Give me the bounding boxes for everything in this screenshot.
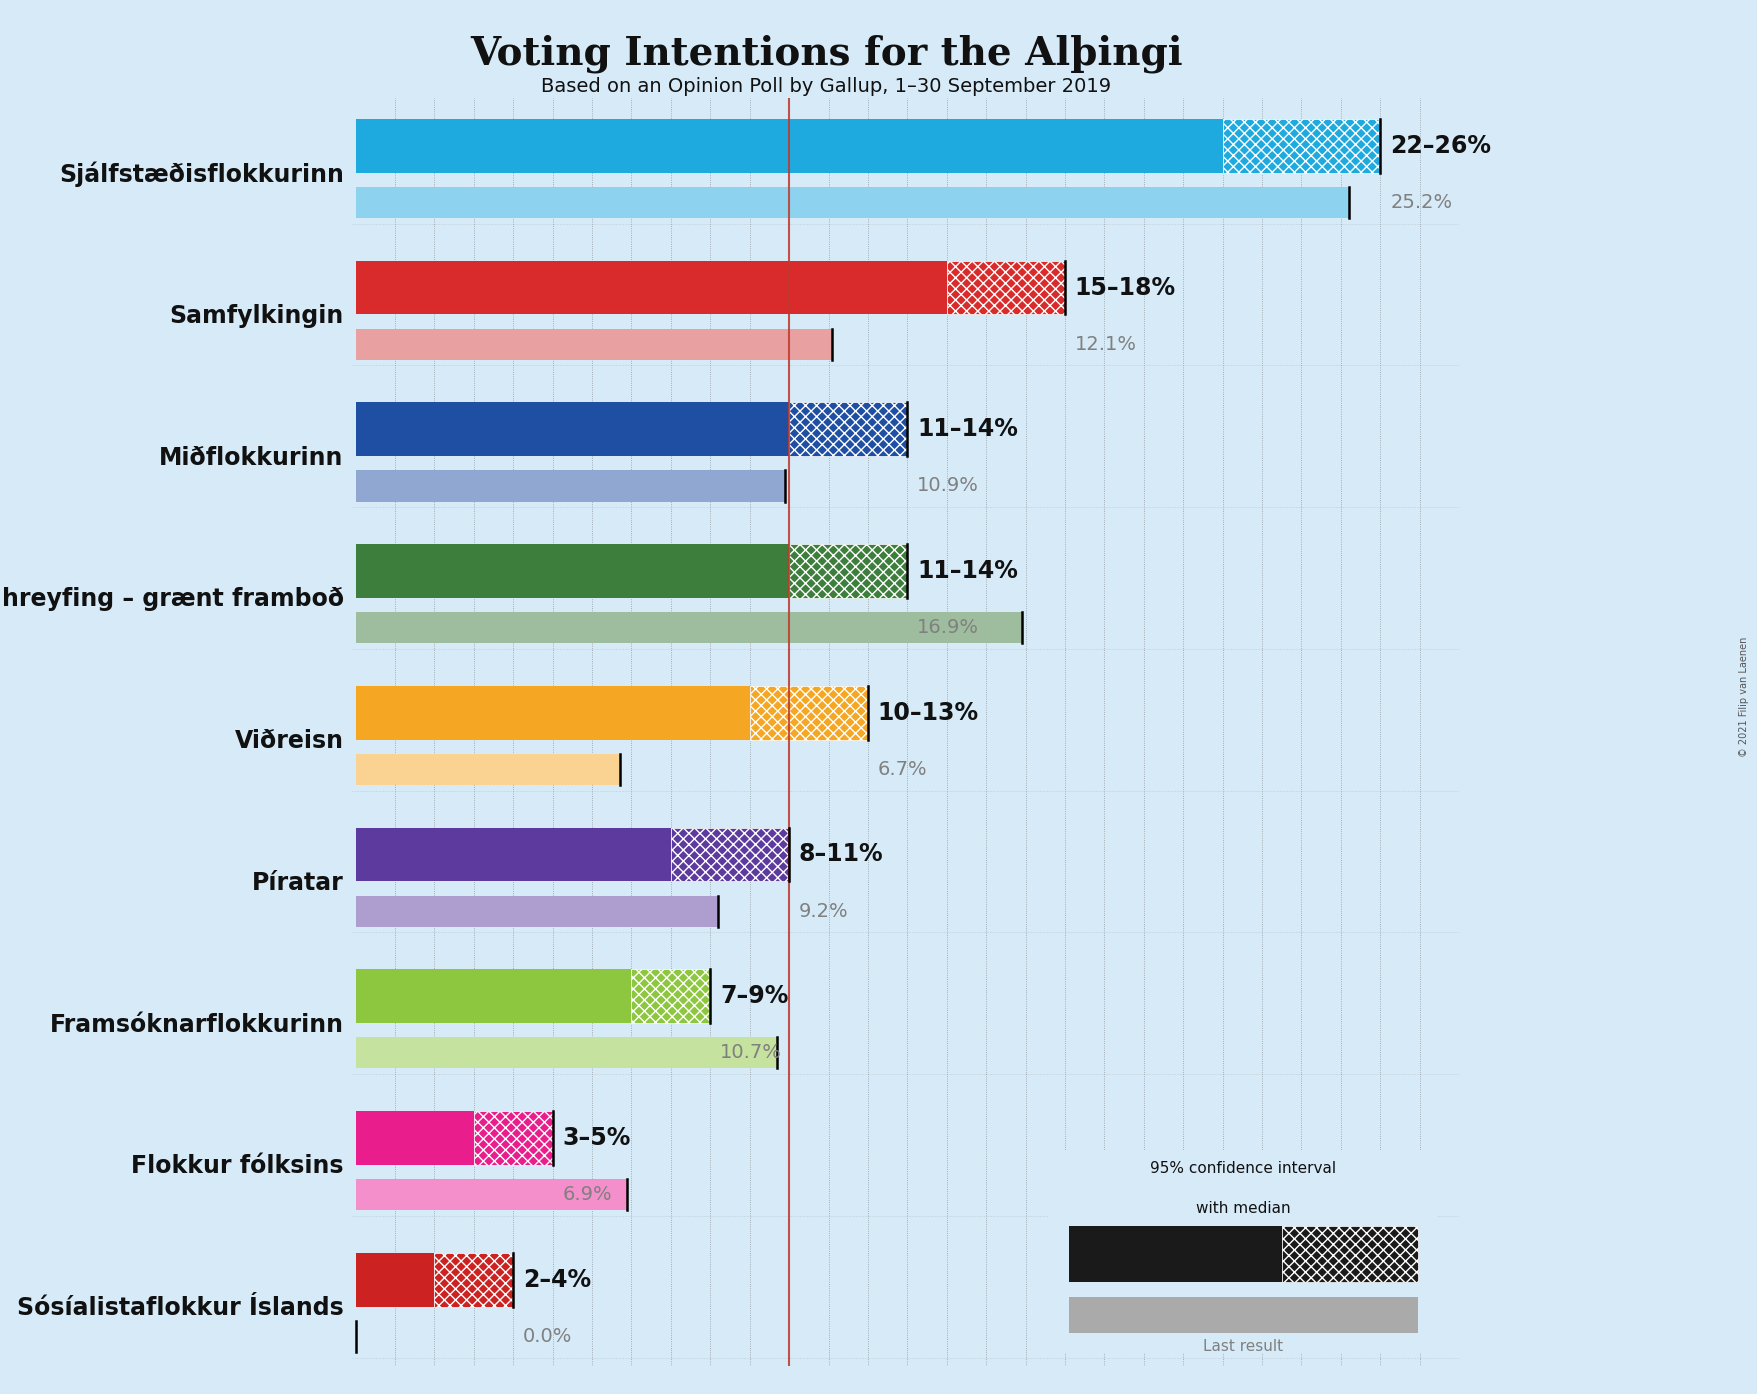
Bar [355, 1179, 627, 1210]
Text: 25.2%: 25.2% [1390, 192, 1451, 212]
Bar [1221, 118, 1379, 173]
Text: 11–14%: 11–14% [917, 559, 1017, 583]
Bar [355, 969, 631, 1023]
Text: 2–4%: 2–4% [524, 1267, 590, 1292]
Bar [355, 1111, 474, 1165]
Text: 6.7%: 6.7% [877, 760, 928, 779]
Text: 11–14%: 11–14% [917, 417, 1017, 442]
Text: 15–18%: 15–18% [1074, 276, 1175, 300]
Bar [355, 470, 785, 502]
Text: Based on an Opinion Poll by Gallup, 1–30 September 2019: Based on an Opinion Poll by Gallup, 1–30… [541, 77, 1110, 96]
Bar [355, 895, 719, 927]
Text: 9.2%: 9.2% [798, 902, 849, 920]
Text: Miðflokkurinn: Miðflokkurinn [160, 446, 344, 470]
Text: 12.1%: 12.1% [1074, 335, 1137, 354]
Bar [355, 329, 833, 360]
Bar [748, 686, 868, 740]
Bar [355, 754, 618, 785]
Bar [355, 118, 1221, 173]
Text: 7–9%: 7–9% [720, 984, 789, 1008]
Bar [355, 187, 1348, 217]
Text: 16.9%: 16.9% [917, 618, 979, 637]
Bar [355, 1253, 434, 1306]
Text: Viðreisn: Viðreisn [235, 729, 344, 753]
Text: Flokkur fólksins: Flokkur fólksins [132, 1154, 344, 1178]
Bar [789, 544, 907, 598]
Bar [355, 612, 1021, 643]
Text: © 2021 Filip van Laenen: © 2021 Filip van Laenen [1738, 637, 1748, 757]
Text: Píratar: Píratar [251, 871, 344, 895]
Bar [474, 1111, 552, 1165]
Text: 8–11%: 8–11% [798, 842, 884, 867]
Text: 22–26%: 22–26% [1390, 134, 1490, 158]
Text: Framsóknarflokkurinn: Framsóknarflokkurinn [49, 1012, 344, 1037]
Bar [434, 1253, 513, 1306]
Bar [355, 686, 748, 740]
Bar [355, 544, 789, 598]
Text: 6.9%: 6.9% [562, 1185, 611, 1204]
Text: Vinstrihreyfing – grænt framboð: Vinstrihreyfing – grænt framboð [0, 587, 344, 612]
Text: Voting Intentions for the Alþingi: Voting Intentions for the Alþingi [469, 35, 1182, 74]
Text: Sjálfstæðisflokkurinn: Sjálfstæðisflokkurinn [58, 162, 344, 187]
Bar [631, 969, 710, 1023]
Bar [671, 828, 789, 881]
Bar [355, 261, 947, 315]
Bar [355, 828, 671, 881]
Text: Sósíalistaflokkur Íslands: Sósíalistaflokkur Íslands [18, 1296, 344, 1320]
Text: Samfylkingin: Samfylkingin [169, 304, 344, 328]
Bar [355, 403, 789, 456]
Bar [789, 403, 907, 456]
Bar [947, 261, 1065, 315]
Text: 10–13%: 10–13% [877, 701, 979, 725]
Text: 10.9%: 10.9% [917, 477, 979, 495]
Text: 0.0%: 0.0% [524, 1327, 573, 1345]
Text: 3–5%: 3–5% [562, 1126, 631, 1150]
Text: 10.7%: 10.7% [720, 1043, 782, 1062]
Bar [355, 1037, 777, 1068]
